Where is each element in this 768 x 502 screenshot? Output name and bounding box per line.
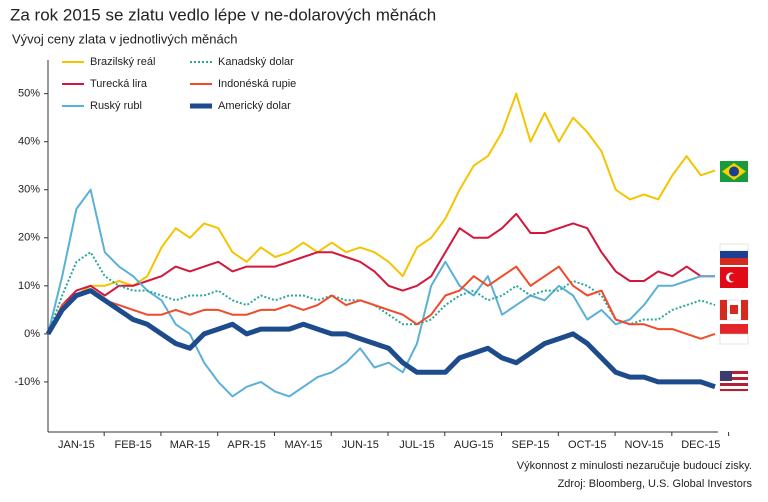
legend-label: Americký dolar — [218, 100, 291, 112]
x-tick-label: OCT-15 — [568, 439, 607, 451]
flags — [719, 161, 749, 392]
source: Zdroj: Bloomberg, U.S. Global Investors — [558, 478, 753, 490]
x-tick-label: DEC-15 — [681, 439, 720, 451]
x-tick-label: MAY-15 — [284, 439, 322, 451]
y-tick-label: 0% — [24, 328, 40, 340]
chart-title: Za rok 2015 se zlatu vedlo lépe v ne-dol… — [10, 5, 436, 24]
x-tick-label: MAR-15 — [170, 439, 210, 451]
legend-label: Ruský rubl — [90, 100, 142, 112]
disclaimer: Výkonnost z minulosti nezaručuje budoucí… — [517, 460, 752, 472]
y-tick-label: 10% — [18, 280, 40, 292]
x-tick-label: JUN-15 — [342, 439, 379, 451]
y-tick-label: -10% — [14, 376, 40, 388]
x-tick-label: APR-15 — [227, 439, 266, 451]
y-tick-label: 40% — [18, 136, 40, 148]
legend-label: Indonéská rupie — [218, 78, 296, 90]
series-line — [47, 92, 716, 335]
y-tick-label: 30% — [18, 184, 40, 196]
legend-label: Brazilský reál — [90, 56, 155, 68]
x-tick-label: JAN-15 — [58, 439, 95, 451]
chart-subtitle: Vývoj ceny zlata v jednotlivých měnách — [12, 31, 237, 46]
series-line — [47, 212, 715, 335]
y-tick-label: 20% — [18, 232, 40, 244]
x-tick-label: JUL-15 — [399, 439, 434, 451]
legend-label: Turecká lira — [90, 78, 148, 90]
series-line — [47, 251, 716, 335]
x-tick-label: AUG-15 — [454, 439, 494, 451]
legend-label: Kanadský dolar — [218, 56, 294, 68]
x-tick-label: NOV-15 — [624, 439, 663, 451]
x-tick-label: FEB-15 — [115, 439, 152, 451]
x-tick-label: SEP-15 — [512, 439, 550, 451]
series-line — [45, 288, 716, 390]
series-line — [47, 188, 715, 398]
y-tick-label: 50% — [18, 88, 40, 100]
series-line — [47, 265, 716, 340]
